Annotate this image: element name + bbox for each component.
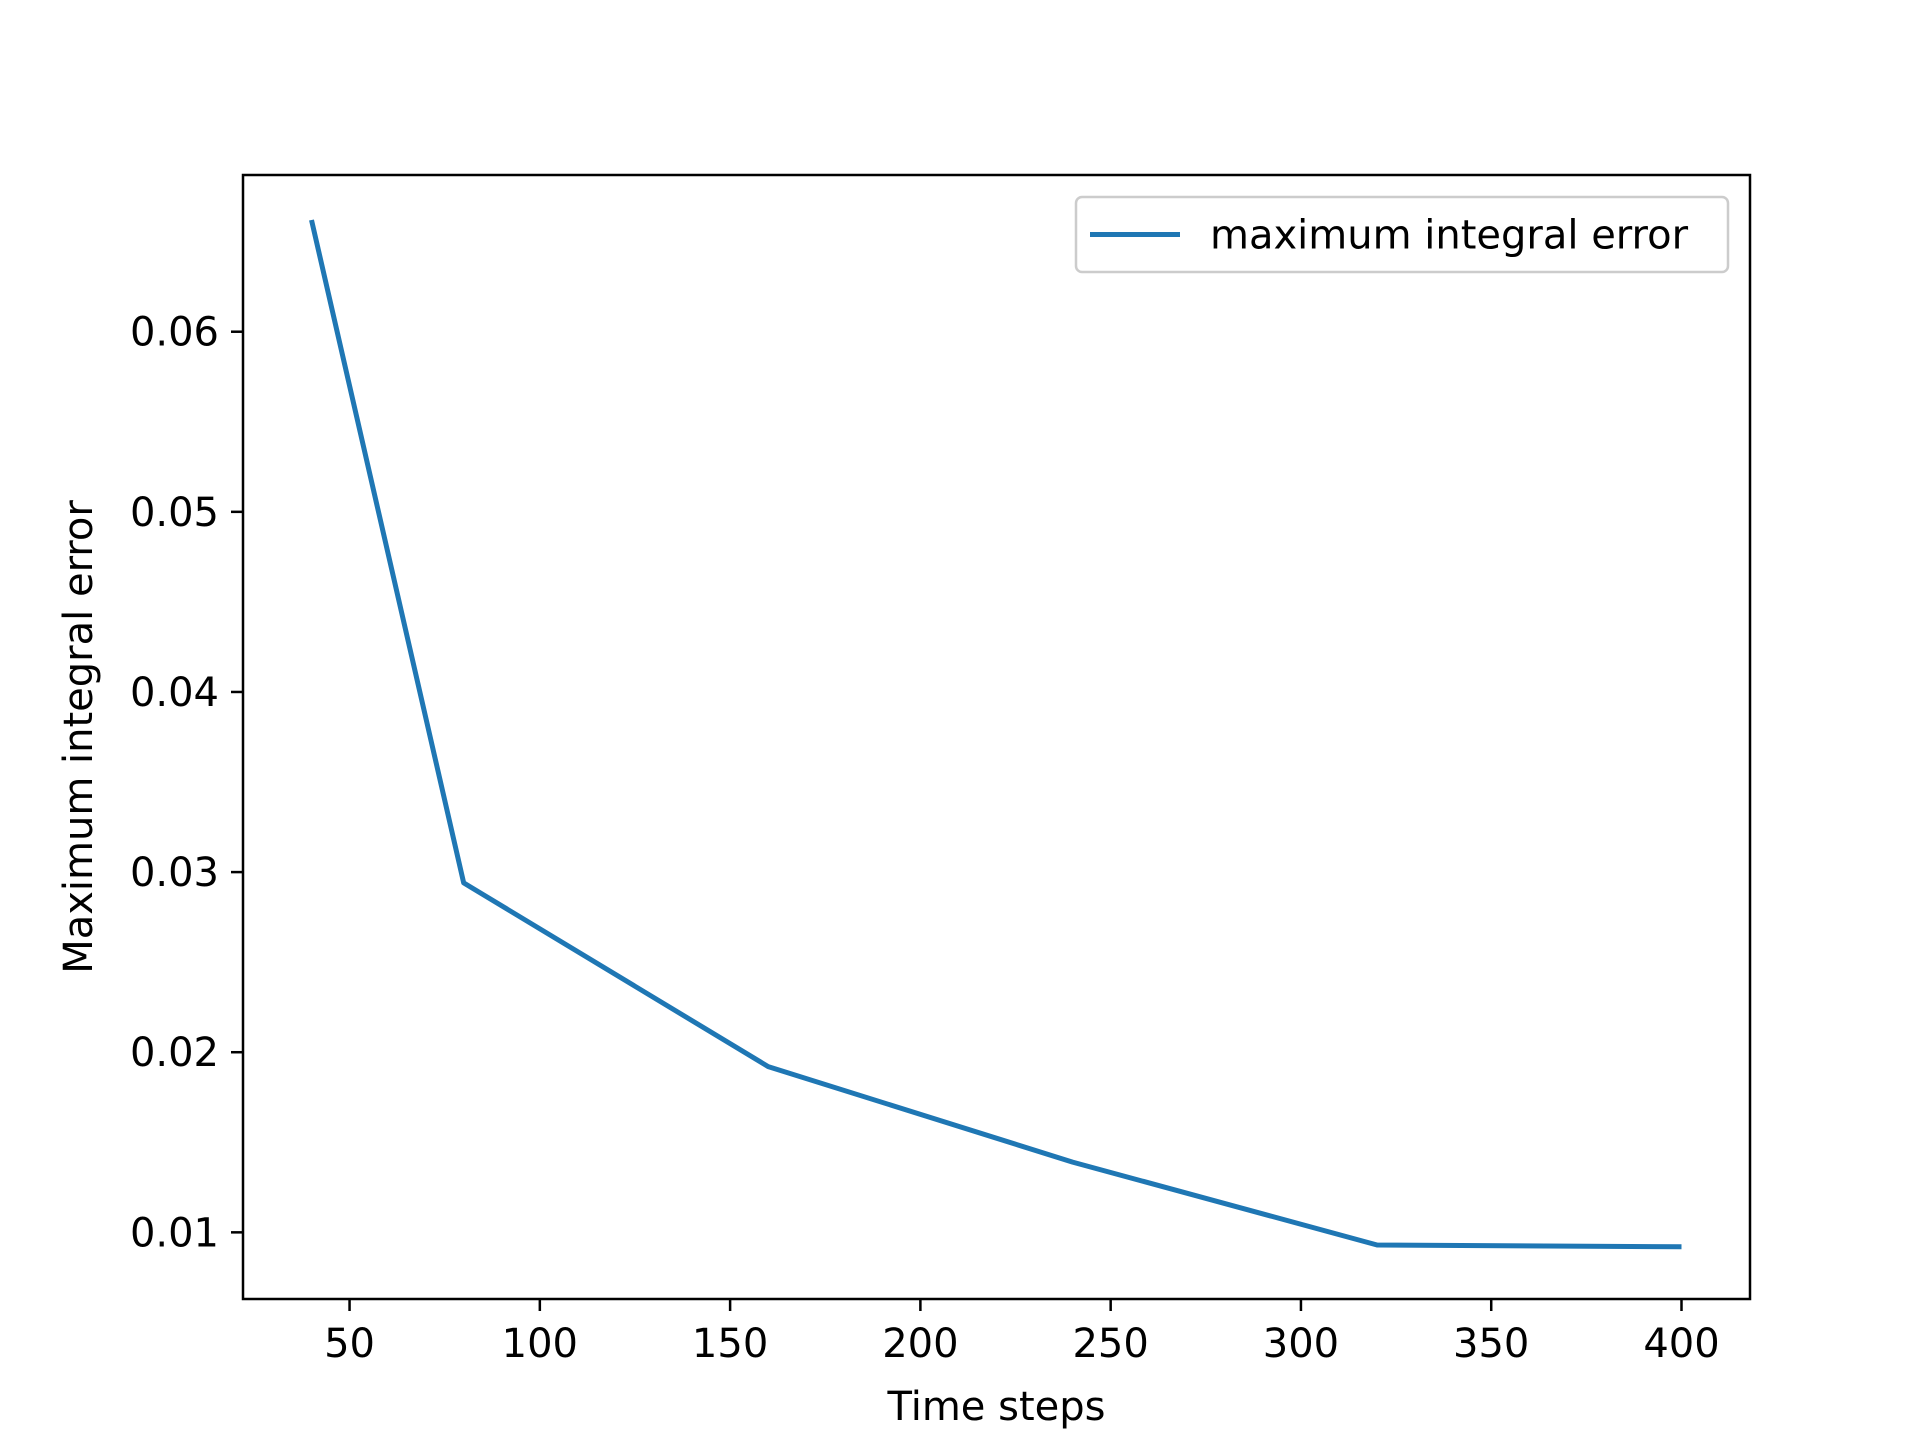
- y-tick-label: 0.04: [130, 670, 219, 716]
- plot-frame: [241, 173, 1752, 1301]
- y-tick-label: 0.05: [130, 490, 219, 536]
- y-axis-label: Maximum integral error: [56, 500, 102, 974]
- y-tick-label: 0.01: [130, 1210, 219, 1256]
- y-tick-label: 0.06: [130, 310, 219, 356]
- y-tick-label: 0.02: [130, 1030, 219, 1076]
- x-tick-label: 50: [324, 1321, 375, 1367]
- x-tick-label: 350: [1453, 1321, 1529, 1367]
- y-tick-label: 0.03: [130, 850, 219, 896]
- series-line: [309, 219, 1682, 1250]
- legend-label: maximum integral error: [1210, 213, 1689, 259]
- x-axis-label: Time steps: [887, 1384, 1106, 1430]
- y-axis-ticks: 0.01 0.02 0.03 0.04 0.05 0.06: [130, 310, 243, 1256]
- series-layer: [309, 219, 1682, 1250]
- x-tick-label: 200: [882, 1321, 958, 1367]
- x-tick-label: 250: [1072, 1321, 1148, 1367]
- x-axis-ticks: 50 100 150 200 250 300 350 400: [324, 1299, 1720, 1367]
- x-tick-label: 400: [1643, 1321, 1719, 1367]
- x-tick-label: 100: [502, 1321, 578, 1367]
- legend: maximum integral error: [1074, 195, 1730, 274]
- x-tick-label: 300: [1263, 1321, 1339, 1367]
- x-tick-label: 150: [692, 1321, 768, 1367]
- legend-box: [1074, 195, 1730, 274]
